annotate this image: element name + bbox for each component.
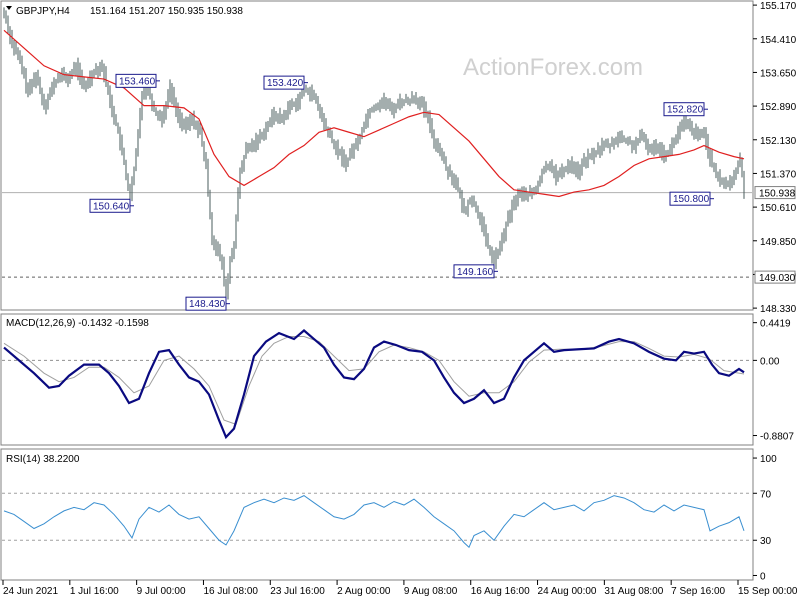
macd-axis: 0.4419 0.00 -0.8807 xyxy=(753,319,794,443)
rsi-panel: RSI(14) 38.2200 100 70 30 0 xyxy=(0,448,777,582)
time-tick-label: 9 Jul 00:00 xyxy=(137,586,186,597)
symbol-timeframe-label: GBPJPY,H4 xyxy=(16,6,70,17)
ohlc-readout: 151.164 151.207 150.935 150.938 xyxy=(90,6,243,17)
rsi-panel-frame xyxy=(0,448,754,581)
moving-average-line xyxy=(3,29,745,198)
macd-tick-label: 0.00 xyxy=(760,356,780,367)
macd-panel: MACD(12,26,9) -0.1432 -0.1598 0.4419 0.00… xyxy=(0,313,794,446)
price-tick-label: 148.330 xyxy=(760,304,797,315)
annotation-box xyxy=(669,191,711,206)
price-tick-label: 155.170 xyxy=(760,1,797,12)
time-tick-label: 16 Aug 16:00 xyxy=(471,586,530,597)
annotation-box xyxy=(115,73,157,88)
price-tick-label: 154.410 xyxy=(760,35,797,46)
price-panel: ActionForex.com GBPJPY,H4 151.164 151.20… xyxy=(0,0,797,315)
price-tick-label: 149.850 xyxy=(760,237,797,248)
price-annotation: 153.420 xyxy=(263,75,308,90)
annotation-label: 150.640 xyxy=(93,201,130,212)
annotation-box xyxy=(663,102,705,117)
annotation-label: 150.800 xyxy=(673,194,710,205)
time-tick-label: 23 Jul 16:00 xyxy=(270,586,325,597)
price-annotation: 150.640 xyxy=(89,198,134,213)
time-tick-label: 9 Aug 08:00 xyxy=(404,586,458,597)
macd-main-line xyxy=(3,329,745,440)
rsi-tick-label: 70 xyxy=(760,489,772,500)
annotation-label: 148.430 xyxy=(189,299,226,310)
price-annotation: 148.430 xyxy=(185,296,230,311)
price-tick-label: 153.650 xyxy=(760,68,797,79)
annotation-box xyxy=(185,296,227,311)
time-tick-label: 7 Sep 16:00 xyxy=(671,586,725,597)
watermark: ActionForex.com xyxy=(463,54,643,81)
price-annotation: 150.800 xyxy=(669,191,714,206)
rsi-tick-label: 100 xyxy=(760,454,777,465)
rsi-tick-label: 30 xyxy=(760,536,772,547)
price-annotations: 153.460 150.640 148.430 153.420 149.160 152.8… xyxy=(89,73,714,311)
price-tick-label: 150.610 xyxy=(760,203,797,214)
macd-panel-frame xyxy=(0,313,754,446)
time-tick-label: 31 Aug 08:00 xyxy=(604,586,663,597)
price-tick-label: 152.890 xyxy=(760,102,797,113)
annotation-label: 149.160 xyxy=(457,267,494,278)
price-annotation: 153.460 xyxy=(115,73,160,88)
support-price-tag: 149.030 xyxy=(754,270,796,284)
price-tick-label: 152.130 xyxy=(760,136,797,147)
rsi-axis: 100 70 30 0 xyxy=(753,454,777,582)
annotation-label: 153.460 xyxy=(119,76,156,87)
annotation-box xyxy=(89,198,131,213)
support-price-value: 149.030 xyxy=(759,273,796,284)
candlestick-series xyxy=(3,7,745,300)
annotation-label: 153.420 xyxy=(267,78,304,89)
rsi-line xyxy=(3,495,745,549)
time-axis: 24 Jun 2021 1 Jul 16:00 9 Jul 00:00 16 Jul … xyxy=(2,580,798,597)
current-price-tag: 150.938 xyxy=(754,186,796,200)
time-tick-label: 15 Sep 00:00 xyxy=(738,586,798,597)
time-tick-label: 16 Jul 08:00 xyxy=(203,586,258,597)
price-annotation: 152.820 xyxy=(663,102,708,117)
macd-title: MACD(12,26,9) -0.1432 -0.1598 xyxy=(6,318,149,329)
time-tick-label: 24 Jun 2021 xyxy=(3,586,58,597)
current-price-value: 150.938 xyxy=(759,189,796,200)
price-tick-label: 151.370 xyxy=(760,169,797,180)
rsi-title: RSI(14) 38.2200 xyxy=(6,454,80,465)
time-tick-label: 2 Aug 00:00 xyxy=(337,586,391,597)
collapse-triangle-icon[interactable] xyxy=(6,6,12,10)
rsi-tick-label: 0 xyxy=(760,571,766,582)
macd-tick-label: -0.8807 xyxy=(760,432,794,443)
time-tick-label: 24 Aug 00:00 xyxy=(538,586,597,597)
annotation-box xyxy=(263,75,305,90)
price-annotation: 149.160 xyxy=(453,264,498,279)
time-tick-label: 1 Jul 16:00 xyxy=(70,586,119,597)
annotation-box xyxy=(453,264,495,279)
macd-tick-label: 0.4419 xyxy=(760,319,791,330)
annotation-label: 152.820 xyxy=(667,105,704,116)
price-panel-frame xyxy=(0,0,754,311)
